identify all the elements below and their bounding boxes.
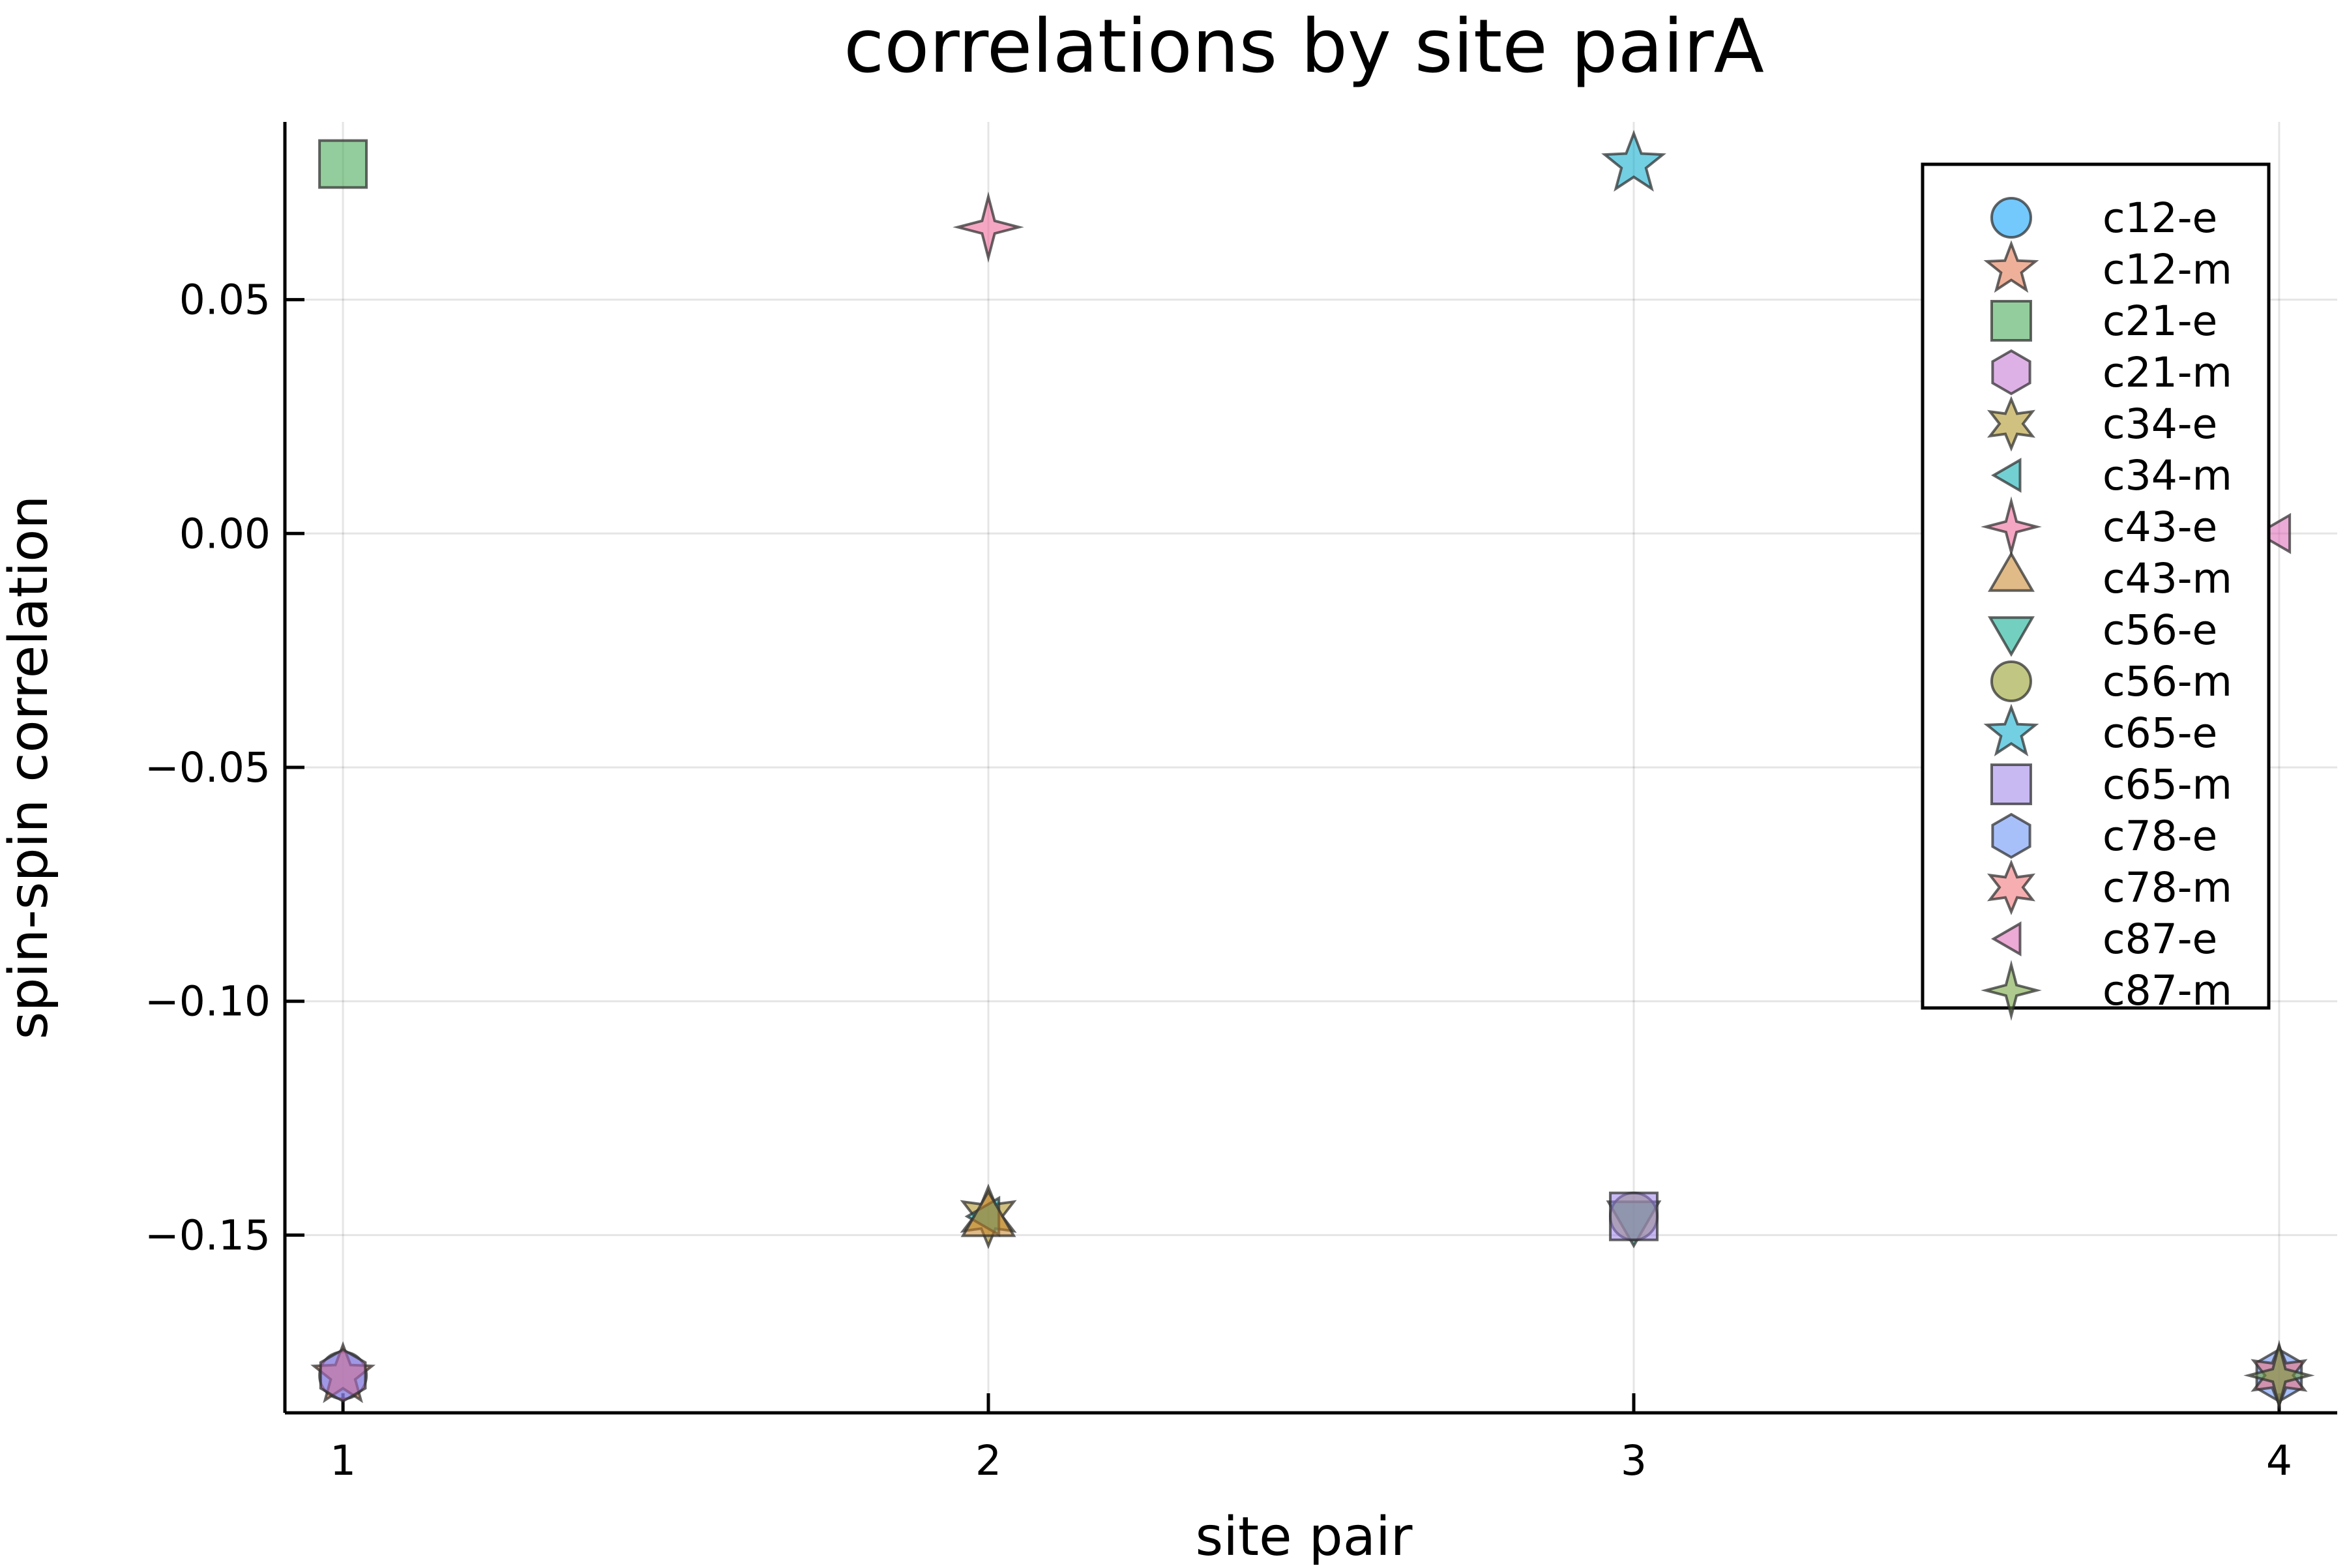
- x-tick-label-3: 3: [1621, 1437, 1647, 1485]
- legend-label-c56-e: c56-e: [2103, 606, 2217, 654]
- y-tick-label-1: −0.10: [145, 978, 271, 1026]
- legend-label-c34-m: c34-m: [2103, 452, 2232, 499]
- legend-label-c87-m: c87-m: [2103, 967, 2232, 1014]
- legend-marker-c78-m: [1986, 859, 2036, 915]
- legend-marker-c65-e: [1983, 703, 2039, 757]
- x-tick-label-4: 4: [2266, 1437, 2292, 1485]
- legend-label-c78-e: c78-e: [2103, 812, 2217, 860]
- legend-label-c65-e: c65-e: [2103, 709, 2217, 757]
- legend-label-c21-e: c21-e: [2103, 297, 2217, 345]
- legend-marker-c87-e: [1991, 921, 2022, 956]
- y-axis-label: spin-spin correlation: [0, 496, 60, 1040]
- legend-label-c43-m: c43-m: [2103, 555, 2232, 602]
- y-tick-label-0: −0.15: [145, 1211, 271, 1259]
- x-tick-label-1: 1: [330, 1437, 356, 1485]
- legend-marker-c43-m: [1988, 551, 2035, 592]
- y-tick-label-2: −0.05: [145, 744, 271, 791]
- legend-marker-c21-m: [1991, 349, 2031, 396]
- point-c43-m-0: [960, 1189, 1016, 1237]
- legend-marker-c34-e: [1986, 396, 2036, 452]
- legend-marker-c21-e: [1990, 300, 2032, 342]
- legend-label-c78-m: c78-m: [2103, 864, 2232, 911]
- y-tick-label-3: 0.00: [179, 510, 271, 557]
- ticks: 1 2 3 4 −0.15 −0.10 −0.05 0.00 0.05: [145, 276, 2292, 1485]
- x-axis-label: site pair: [1196, 1506, 1413, 1565]
- legend-label-c87-e: c87-e: [2103, 915, 2217, 963]
- point-c21-m-0: [319, 1348, 367, 1403]
- legend-label-c12-e: c12-e: [2103, 194, 2217, 242]
- point-c87-e-0: [2255, 512, 2292, 554]
- legend-marker-c12-e: [1990, 197, 2032, 239]
- data-points: [310, 130, 2315, 1412]
- point-c65-e-0: [1601, 130, 1666, 192]
- legend-marker-c78-e: [1991, 812, 2031, 859]
- legend-marker-c56-e: [1988, 616, 2035, 657]
- legend-label-c56-m: c56-m: [2103, 658, 2232, 705]
- point-c21-e-0: [318, 139, 368, 189]
- legend-label-c34-e: c34-e: [2103, 400, 2217, 448]
- legend-marker-c12-m: [1983, 240, 2039, 293]
- point-c65-m-0: [1608, 1191, 1659, 1241]
- legend: c12-ec12-mc21-ec21-mc34-ec34-mc43-ec43-m…: [1921, 162, 2271, 1021]
- y-tick-label-4: 0.05: [179, 276, 271, 324]
- legend-marker-c56-m: [1990, 660, 2032, 702]
- legend-box: [1921, 162, 2271, 1010]
- legend-label-c21-m: c21-m: [2103, 349, 2232, 396]
- legend-label-c43-e: c43-e: [2103, 503, 2217, 551]
- legend-marker-c87-m: [1981, 960, 2042, 1021]
- legend-label-c12-m: c12-m: [2103, 246, 2232, 293]
- chart-title: correlations by site pairA: [844, 3, 1764, 89]
- legend-marker-c34-m: [1991, 458, 2022, 493]
- legend-marker-c65-m: [1990, 763, 2032, 805]
- legend-label-c65-m: c65-m: [2103, 761, 2232, 808]
- point-c43-e-0: [952, 191, 1024, 263]
- x-tick-label-2: 2: [975, 1437, 1001, 1485]
- point-c87-m-0: [2243, 1339, 2315, 1412]
